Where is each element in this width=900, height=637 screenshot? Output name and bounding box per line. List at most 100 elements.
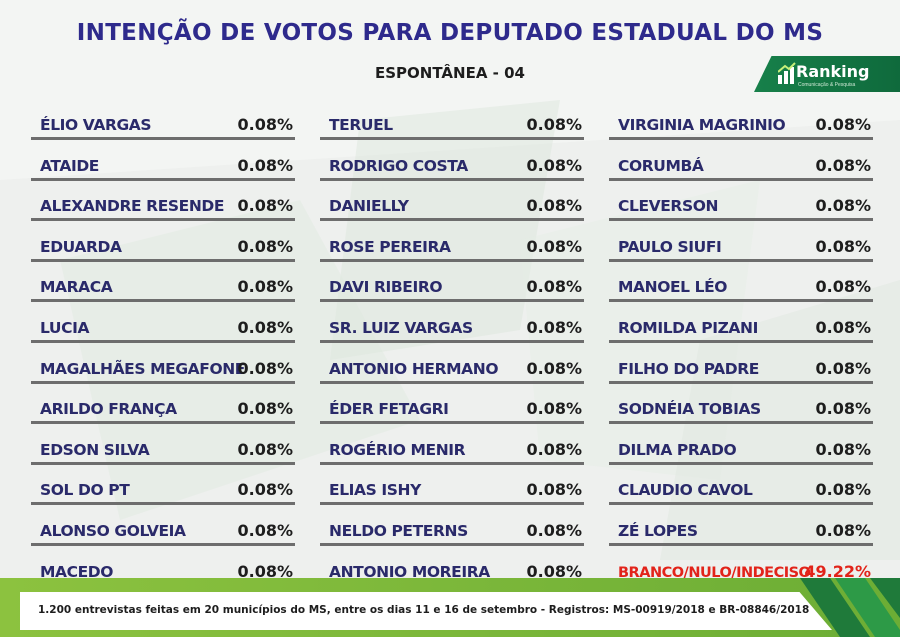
candidate-name: FILHO DO PADRE (618, 359, 759, 378)
candidate-name: RODRIGO COSTA (329, 156, 468, 175)
candidate-name: DANIELLY (329, 197, 409, 216)
candidate-column-1: ÉLIO VARGAS 0.08% ATAIDE 0.08% ALEXANDRE RES… (31, 104, 295, 591)
candidate-column-3: VIRGINIA MAGRINIO 0.08% CORUMBÁ 0.08% CLEVER… (609, 104, 873, 591)
candidate-name: CORUMBÁ (618, 156, 704, 175)
candidate-name: ANTONIO MOREIRA (329, 562, 490, 581)
candidate-name: ANTONIO HERMANO (329, 359, 499, 378)
candidate-row: CLAUDIO CAVOL 0.08% (609, 469, 873, 506)
candidate-percentage: 0.08% (815, 196, 871, 216)
candidate-percentage: 0.08% (526, 317, 582, 337)
candidate-name: ÉLIO VARGAS (40, 116, 152, 134)
candidate-row: DAVI RIBEIRO 0.08% (320, 266, 584, 303)
page-subtitle: ESPONTÂNEA - 04 (375, 64, 525, 82)
candidate-percentage: 0.08% (815, 480, 871, 500)
candidate-row: CORUMBÁ 0.08% (609, 145, 873, 181)
candidate-row: ÉDER FETAGRI 0.08% (320, 388, 584, 425)
candidate-name: ROMILDA PIZANI (618, 318, 758, 337)
candidate-percentage: 0.08% (526, 196, 582, 216)
candidate-name: MANOEL LÉO (618, 278, 728, 297)
candidate-name: SODNÉIA TOBIAS (618, 400, 761, 419)
candidate-percentage: 0.08% (815, 439, 871, 459)
candidate-row: ROGÉRIO MENIR 0.08% (320, 429, 584, 465)
candidate-row: ROMILDA PIZANI 0.08% (609, 307, 873, 343)
candidate-percentage: 0.08% (237, 399, 293, 419)
logo-name: Ranking (796, 62, 870, 81)
candidate-name: TERUEL (329, 116, 393, 134)
candidate-name: EDSON SILVA (40, 440, 150, 459)
logo-tagline: Comunicação & Pesquisa (798, 82, 856, 88)
candidate-row: ARILDO FRANÇA 0.08% (31, 388, 295, 425)
candidate-row: ROSE PEREIRA 0.08% (320, 226, 584, 262)
candidate-row: PAULO SIUFI 0.08% (609, 226, 873, 262)
candidate-name: ALEXANDRE RESENDE (40, 197, 225, 216)
footer-box (20, 592, 832, 630)
candidate-name: SOL DO PT (40, 481, 130, 500)
candidate-percentage: 0.08% (237, 520, 293, 540)
candidate-percentage: 0.08% (815, 520, 871, 540)
candidate-percentage: 0.08% (526, 399, 582, 419)
candidate-name: MARACA (40, 278, 113, 297)
candidate-percentage: 0.08% (526, 561, 582, 581)
candidate-row: SR. LUIZ VARGAS 0.08% (320, 307, 584, 343)
candidate-name: EDUARDA (40, 237, 122, 256)
candidate-percentage: 0.08% (237, 155, 293, 175)
candidate-row: SODNÉIA TOBIAS 0.08% (609, 388, 873, 425)
candidate-name: ALONSO GOLVEIA (40, 521, 186, 540)
candidate-name: CLAUDIO CAVOL (618, 481, 753, 500)
ranking-logo: Ranking Comunicação & Pesquisa (754, 56, 900, 92)
candidate-percentage: 0.08% (815, 358, 871, 378)
candidate-name: MAGALHÃES MEGAFONE (40, 359, 245, 378)
candidate-row: RODRIGO COSTA 0.08% (320, 145, 584, 181)
candidate-name: ROSE PEREIRA (329, 237, 451, 256)
candidate-name: VIRGINIA MAGRINIO (618, 116, 786, 134)
candidate-name: NELDO PETERNS (329, 521, 468, 540)
candidate-name: ZÉ LOPES (618, 521, 698, 540)
candidate-name: LUCIA (40, 318, 90, 337)
candidate-percentage: 0.08% (237, 196, 293, 216)
candidate-percentage: 0.08% (526, 236, 582, 256)
candidate-percentage: 0.08% (526, 480, 582, 500)
candidate-percentage: 0.08% (237, 439, 293, 459)
candidate-name: ROGÉRIO MENIR (329, 440, 466, 459)
candidate-row: TERUEL 0.08% (320, 104, 584, 140)
candidate-percentage: 0.08% (815, 317, 871, 337)
candidate-row: ALONSO GOLVEIA 0.08% (31, 510, 295, 546)
candidate-row: DANIELLY 0.08% (320, 185, 584, 222)
candidate-percentage: 0.08% (815, 277, 871, 297)
candidate-row: EDSON SILVA 0.08% (31, 429, 295, 465)
candidate-percentage: 0.08% (526, 115, 582, 134)
candidate-row: VIRGINIA MAGRINIO 0.08% (609, 104, 873, 140)
candidate-column-2: TERUEL 0.08% RODRIGO COSTA 0.08% DANIELLY 0.0… (320, 104, 584, 591)
candidate-row: ANTONIO HERMANO 0.08% (320, 348, 584, 384)
candidate-name: ELIAS ISHY (329, 481, 421, 500)
candidate-row: ELIAS ISHY 0.08% (320, 469, 584, 506)
candidate-name: DILMA PRADO (618, 440, 737, 459)
footer-note: 1.200 entrevistas feitas em 20 município… (38, 604, 810, 616)
candidate-row: CLEVERSON 0.08% (609, 185, 873, 222)
candidate-percentage: 0.08% (815, 115, 871, 134)
candidate-row: FILHO DO PADRE 0.08% (609, 348, 873, 384)
candidate-row: ÉLIO VARGAS 0.08% (31, 104, 295, 140)
candidate-name: PAULO SIUFI (618, 237, 722, 256)
candidate-row: LUCIA 0.08% (31, 307, 295, 343)
candidate-percentage: 0.08% (526, 155, 582, 175)
candidate-row: MANOEL LÉO 0.08% (609, 266, 873, 303)
candidate-row: ALEXANDRE RESENDE 0.08% (31, 185, 295, 222)
candidate-percentage: 0.08% (526, 520, 582, 540)
candidate-percentage: 0.08% (237, 115, 293, 134)
candidate-name: MACEDO (40, 562, 114, 581)
candidate-percentage: 0.08% (237, 236, 293, 256)
candidate-row: MAGALHÃES MEGAFONE 0.08% (31, 348, 295, 384)
candidate-percentage: 0.08% (237, 480, 293, 500)
candidate-name: ÉDER FETAGRI (329, 400, 449, 419)
candidate-percentage: 0.08% (815, 399, 871, 419)
candidate-percentage: 0.08% (526, 439, 582, 459)
candidate-percentage: 0.08% (237, 561, 293, 581)
candidate-row: NELDO PETERNS 0.08% (320, 510, 584, 546)
candidate-percentage: 0.08% (237, 358, 293, 378)
candidate-percentage: 0.08% (526, 277, 582, 297)
candidate-name: ATAIDE (40, 156, 99, 175)
candidate-percentage: 0.08% (815, 236, 871, 256)
footer-stripes (800, 578, 900, 637)
